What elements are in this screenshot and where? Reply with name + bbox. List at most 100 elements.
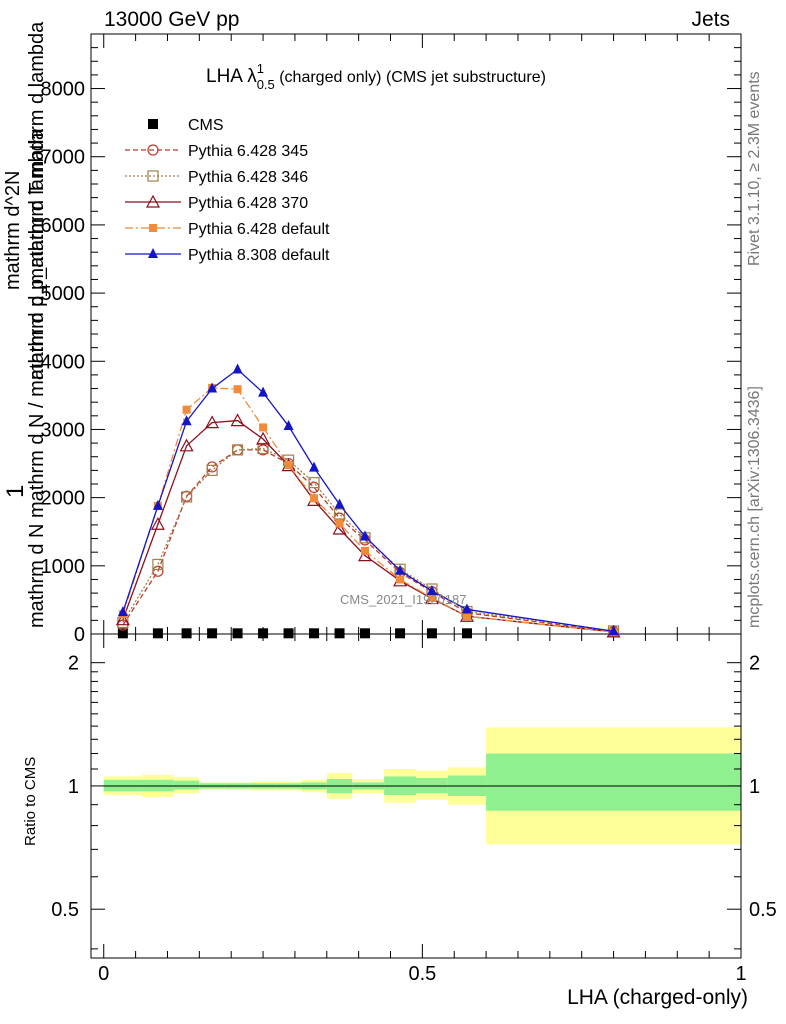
data-point (181, 628, 192, 639)
series-line (122, 387, 614, 633)
chart-title-sup: 1 (256, 61, 264, 76)
y-tick-label: 3000 (41, 419, 86, 441)
y-tick-label: 2000 (41, 488, 86, 510)
legend-label: Pythia 6.428 346 (188, 169, 308, 186)
data-point (461, 603, 472, 614)
ratio-y-label: Ratio to CMS (22, 756, 39, 846)
data-point (358, 548, 373, 562)
y-label-top: mathrm d^2N (2, 170, 24, 290)
y-tick-label: 7000 (41, 147, 86, 169)
data-point (395, 628, 406, 639)
ratio-band-inner (173, 780, 200, 790)
ratio-frame (90, 633, 742, 959)
ratio-y-tick-label: 2 (68, 653, 79, 675)
series-line (122, 419, 614, 633)
data-point (232, 628, 243, 639)
data-point (360, 628, 371, 639)
data-point (426, 628, 437, 639)
data-point (333, 508, 346, 520)
data-point (152, 499, 163, 510)
chart-title-main: LHA λ (206, 66, 257, 87)
y-tick-label: 8000 (41, 79, 86, 101)
ratio-band-inner (486, 753, 741, 811)
chart-title-sub: 0.5 (256, 77, 275, 92)
series-line (122, 447, 614, 632)
data-point (256, 431, 271, 445)
data-point (232, 363, 243, 374)
y-label-denom: mathrm d N mathrm d N / mathrm d p_mathr… (26, 128, 48, 628)
data-point (205, 415, 220, 429)
data-point (259, 423, 268, 432)
data-point (608, 625, 619, 636)
data-point (332, 521, 347, 535)
data-point (308, 477, 320, 489)
data-point (180, 491, 193, 503)
data-point (309, 461, 320, 472)
data-point (334, 628, 345, 639)
data-point (461, 628, 472, 639)
ratio-y-tick-label: 1 (68, 776, 79, 798)
data-point (230, 413, 245, 427)
legend-label: Pythia 8.308 default (188, 247, 330, 264)
chart-title-rest: (charged only) (CMS jet substructure) (274, 69, 546, 86)
data-point (426, 585, 437, 596)
data-point (283, 628, 294, 639)
ratio-y-tick-label-right: 1 (749, 776, 760, 798)
x-tick-label: 0 (98, 963, 109, 985)
header-right: Jets (691, 8, 730, 31)
rivet-label: Rivet 3.1.10, ≥ 2.3M events (746, 71, 763, 266)
legend-marker (149, 224, 157, 232)
data-point (360, 530, 371, 541)
legend-marker (148, 248, 158, 258)
legend-marker (147, 144, 159, 156)
legend-label: Pythia 6.428 default (188, 221, 330, 238)
ratio-y-tick-label-right: 2 (749, 653, 760, 675)
legend-marker (148, 119, 158, 129)
data-point (427, 593, 436, 602)
legend-label: Pythia 6.428 345 (188, 143, 308, 160)
data-point (115, 612, 130, 626)
data-point (206, 464, 218, 476)
header-left: 13000 GeV pp (104, 8, 240, 31)
data-point (150, 516, 165, 530)
data-point (181, 415, 192, 426)
data-point (233, 385, 242, 394)
data-point (231, 444, 244, 456)
series-line (122, 368, 614, 632)
chart-title: LHA λ 1 0.5 (charged only) (CMS jet substr… (206, 61, 546, 92)
data-point (179, 438, 194, 452)
data-point (182, 405, 191, 414)
y-tick-label: 4000 (41, 351, 86, 373)
data-point (395, 564, 406, 575)
x-axis-label: LHA (charged-only) (567, 986, 748, 1009)
data-point (396, 575, 405, 584)
data-point (152, 558, 164, 571)
data-point (334, 498, 345, 509)
legend-marker (145, 194, 161, 208)
x-tick-label: 0.5 (408, 963, 436, 985)
data-point (207, 628, 218, 639)
data-point (258, 628, 269, 639)
y-tick-label: 0 (74, 624, 85, 646)
data-point (152, 628, 163, 639)
y-tick-label: 5000 (41, 283, 86, 305)
data-point (462, 612, 471, 621)
data-point (361, 546, 370, 555)
data-point (117, 628, 128, 639)
data-point (152, 565, 164, 577)
y-tick-label: 6000 (41, 215, 86, 237)
mcplots-label: mcplots.cern.ch [arXiv:1306.3436] (746, 386, 763, 628)
legend-marker (147, 170, 159, 182)
y-tick-label: 1000 (41, 556, 86, 578)
legend-label: Pythia 6.428 370 (188, 195, 308, 212)
data-point (310, 494, 319, 503)
data-point (335, 519, 344, 528)
watermark: CMS_2021_I1920187 (340, 592, 467, 607)
x-tick-label: 1 (735, 963, 746, 985)
ratio-y-tick-label-right: 0.5 (749, 899, 777, 921)
legend-label: CMS (188, 117, 224, 134)
data-point (309, 628, 320, 639)
ratio-y-tick-label: 0.5 (51, 899, 79, 921)
data-point (284, 460, 293, 469)
